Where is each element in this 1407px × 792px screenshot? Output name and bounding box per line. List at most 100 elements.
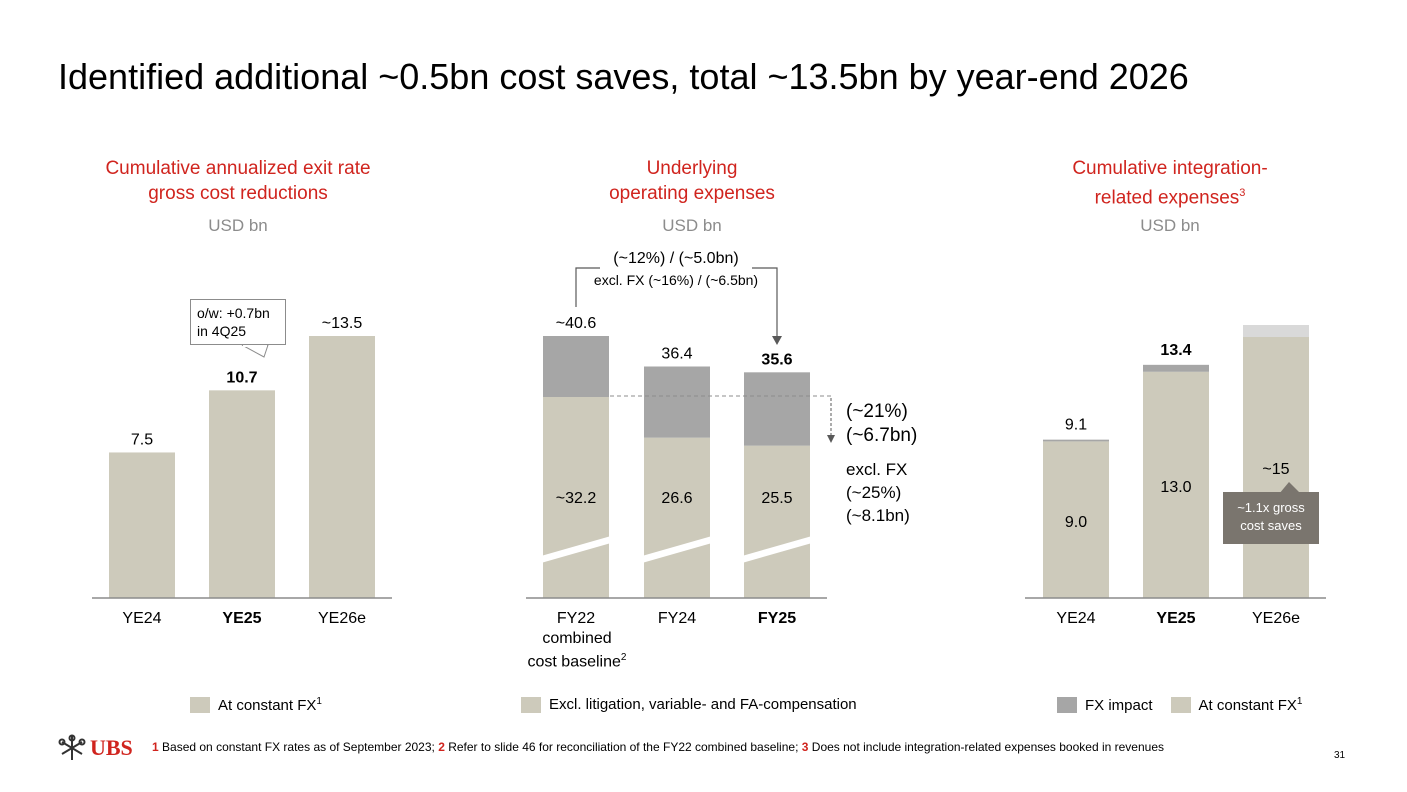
middle-unit: USD bn — [662, 216, 722, 235]
bar-ye25 — [209, 390, 275, 598]
bar-fx-ye25 — [1143, 364, 1209, 372]
bar-base-fy22 — [543, 397, 609, 598]
logo-text: UBS — [90, 735, 133, 760]
chart-right: 9.0 9.1 YE24 13.0 13.4 YE25 ~15 YE26e — [1025, 325, 1326, 627]
bar-total-label-ye24: 9.1 — [1065, 417, 1087, 434]
legend-right-sup: 1 — [1296, 696, 1303, 707]
bar-estimate-cap — [1243, 325, 1309, 337]
right-legend: FX impact At constant FX1 — [1057, 696, 1302, 714]
fy22-line3-text: cost baseline — [527, 653, 621, 671]
tick-label-fy25: FY25 — [758, 610, 796, 627]
legend-swatch-fx-impact — [1057, 697, 1077, 713]
bar-inner-label-ye24: 9.0 — [1065, 514, 1087, 531]
bar-inner-label-fy24: 26.6 — [661, 490, 692, 507]
change-arrow-head — [827, 435, 835, 443]
tick-label-ye24: YE24 — [1056, 610, 1095, 627]
bracket-right-arm — [752, 267, 778, 338]
tick-label-ye26e: YE26e — [318, 610, 366, 627]
legend-swatch-constant-fx-right — [1170, 697, 1191, 713]
right-panel-title: Cumulative integration- related expenses… — [1010, 156, 1330, 210]
bar-total-label-fy25: 35.6 — [761, 351, 792, 368]
left-unit: USD bn — [208, 216, 268, 235]
bar-inner-label-ye25: 13.0 — [1160, 479, 1191, 496]
right-title-line1: Cumulative integration- — [1072, 158, 1268, 179]
bar-label-ye25: 10.7 — [226, 369, 257, 386]
left-callout: o/w: +0.7bn in 4Q25 — [190, 299, 286, 345]
bar-base-fy25 — [744, 445, 810, 598]
left-title-line2: gross cost reductions — [148, 183, 328, 204]
exfx-block: excl. FX (~25%) (~8.1bn) — [846, 458, 910, 527]
right-title-line2: related expenses3 — [1010, 181, 1330, 210]
page-number: 31 — [1334, 750, 1346, 761]
bar-total-label-fy24: 36.4 — [661, 346, 692, 363]
bar-top-fy22 — [543, 336, 609, 397]
middle-title-line1: Underlying — [646, 158, 738, 179]
legend-left-sup: 1 — [316, 696, 322, 707]
footnote-3-num: 3 — [801, 740, 809, 754]
fy22-line2: combined — [542, 630, 612, 647]
fy22-line3: cost baseline2 — [507, 652, 647, 671]
legend-middle-text: Excl. litigation, variable- and FA-compe… — [549, 696, 857, 713]
bracket-left-arm — [575, 267, 600, 307]
right-callout-line1: ~1.1x gross — [1237, 500, 1305, 515]
change-pct: (~21%) — [846, 401, 908, 422]
axis-break-fy25 — [742, 536, 812, 563]
legend-swatch-excl — [521, 696, 541, 713]
chart-middle: ~32.2 ~40.6 FY22 26.6 36.4 FY24 25.5 35.6 FY25 — [526, 315, 827, 627]
bar-inner-label-fy22: ~32.2 — [556, 490, 597, 507]
footnote-1-num: 1 — [152, 740, 159, 754]
exfx-label: excl. FX — [846, 460, 908, 479]
axis-break-fy22 — [541, 536, 611, 563]
legend-left-text: At constant FX — [218, 697, 317, 714]
footnotes: 1 Based on constant FX rates as of Septe… — [152, 740, 1164, 754]
legend-const-label: At constant FX1 — [1199, 696, 1303, 714]
left-callout-tail — [241, 345, 269, 358]
legend-swatch-constant-fx — [190, 697, 210, 713]
axis-break-fy24 — [642, 536, 712, 563]
fy22-sup: 2 — [620, 652, 627, 663]
keys-icon — [58, 734, 86, 760]
footnote-1-text: Based on constant FX rates as of Septemb… — [158, 740, 439, 754]
exfx-pct: (~25%) — [846, 483, 902, 502]
change-abs: (~6.7bn) — [846, 425, 918, 446]
bar-top-fy25 — [744, 372, 810, 446]
left-title-line1: Cumulative annualized exit rate — [105, 158, 371, 179]
bracket-sub-label: excl. FX (~16%) / (~6.5bn) — [593, 272, 759, 288]
tick-label-fy24: FY24 — [658, 610, 696, 627]
right-title-line2-text: related expenses — [1094, 187, 1240, 209]
footnote-3-text: Does not include integration-related exp… — [808, 740, 1165, 754]
ubs-logo: UBS — [58, 734, 133, 762]
tick-label-fy22: FY22 — [557, 610, 595, 627]
footnote-2-text: Refer to slide 46 for reconciliation of … — [444, 740, 802, 754]
right-callout-line2: cost saves — [1240, 518, 1302, 533]
footnote-2-num: 2 — [438, 740, 445, 754]
bar-inner-label-ye26e: ~15 — [1262, 461, 1289, 478]
bar-inner-label-fy25: 25.5 — [761, 490, 792, 507]
left-callout-line2: in 4Q25 — [197, 323, 247, 339]
bar-total-label-ye25: 13.4 — [1160, 342, 1191, 359]
tick-label-ye25: YE25 — [1156, 610, 1195, 627]
left-panel-title: Cumulative annualized exit rate gross co… — [78, 156, 398, 206]
exfx-abs: (~8.1bn) — [846, 506, 910, 525]
bar-fx-ye24 — [1043, 439, 1109, 442]
left-callout-line1: o/w: +0.7bn — [197, 305, 270, 321]
bracket-arrow-head — [772, 336, 782, 345]
right-unit: USD bn — [1140, 216, 1200, 235]
tick-label-ye25: YE25 — [222, 610, 261, 627]
bar-base-ye25 — [1143, 371, 1209, 598]
page-title: Identified additional ~0.5bn cost saves,… — [58, 56, 1189, 97]
tick-label-ye24: YE24 — [122, 610, 161, 627]
chart-left: 7.5 YE24 10.7 YE25 ~13.5 YE26e — [92, 315, 392, 627]
bar-ye24 — [109, 452, 175, 598]
bar-top-fy24 — [644, 366, 710, 438]
middle-title-line2: operating expenses — [609, 183, 775, 204]
bar-base-ye24 — [1043, 441, 1109, 598]
left-legend: At constant FX1 — [190, 696, 322, 714]
legend-fx-text: FX impact — [1085, 696, 1153, 714]
tick-label-ye26e: YE26e — [1252, 610, 1300, 627]
middle-legend: Excl. litigation, variable- and FA-compe… — [521, 696, 857, 713]
middle-panel-title: Underlying operating expenses — [532, 156, 852, 206]
bar-label-ye26e: ~13.5 — [322, 315, 363, 332]
legend-const-text: At constant FX — [1198, 697, 1297, 714]
